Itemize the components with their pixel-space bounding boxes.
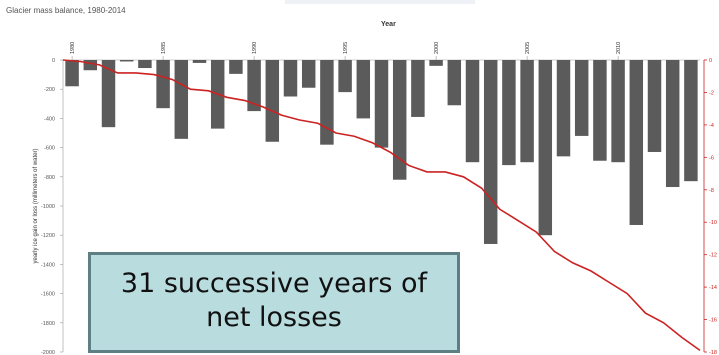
y-tick-label: -200 (44, 87, 55, 93)
bar-2000 (429, 60, 443, 66)
bar-2013 (665, 60, 680, 188)
y-tick-label: -1800 (41, 321, 55, 327)
bar-2005 (520, 60, 534, 163)
y-tick-label: -1400 (41, 262, 55, 268)
bar-1986 (174, 60, 189, 139)
y-tick-label: -400 (44, 116, 55, 122)
callout-box: 31 successive years of net losses (88, 252, 460, 353)
bar-1995 (338, 60, 352, 93)
y2-tick-label: -14 (709, 285, 717, 291)
bar-1989 (229, 60, 243, 74)
bar-1996 (356, 60, 371, 119)
x-axis-title: Year (381, 21, 396, 28)
bar-1993 (301, 60, 316, 88)
bar-2009 (593, 60, 607, 161)
bar-2001 (447, 60, 462, 106)
bar-2006 (538, 60, 553, 236)
bar-1999 (411, 60, 425, 117)
bar-2014 (684, 60, 698, 182)
y2-tick-label: -8 (709, 188, 714, 194)
y-tick-label: -2000 (41, 350, 55, 355)
y-tick-label: -1200 (41, 233, 55, 239)
bar-1994 (320, 60, 334, 145)
y-tick-label: -1000 (41, 204, 55, 210)
callout-line-1: 31 successive years of (120, 268, 428, 299)
bar-1983 (119, 60, 134, 62)
bar-1982 (101, 60, 116, 128)
bar-2011 (629, 60, 644, 225)
bar-1985 (156, 60, 170, 109)
x-tick-label: 1990 (252, 42, 258, 54)
y2-tick-label: -10 (709, 220, 717, 226)
bar-1987 (192, 60, 207, 63)
bar-1998 (392, 60, 407, 180)
x-tick-label: 2005 (525, 42, 531, 54)
bar-1992 (283, 60, 298, 97)
chart-title: Glacier mass balance, 1980-2014 (6, 6, 126, 15)
y2-tick-label: -18 (709, 350, 717, 355)
y-tick-label: 0 (52, 58, 55, 64)
x-tick-label: 1995 (343, 42, 349, 54)
x-tick-label: 1980 (70, 42, 76, 54)
callout-line-2: net losses (206, 302, 342, 333)
bar-2002 (465, 60, 480, 163)
y2-tick-label: -12 (709, 253, 717, 259)
bar-1991 (265, 60, 280, 142)
y2-tick-label: -16 (709, 318, 717, 324)
bar-2007 (556, 60, 571, 157)
y-tick-label: -1600 (41, 292, 55, 298)
y2-tick-label: -4 (709, 123, 714, 129)
y2-tick-label: 0 (709, 58, 712, 64)
y-axis-title: yearly ice gain or loss (millimeters of … (33, 148, 39, 263)
bar-1990 (247, 60, 261, 112)
x-tick-label: 2000 (434, 42, 440, 54)
bar-2008 (574, 60, 589, 136)
y-tick-label: -600 (44, 146, 55, 152)
top-band (285, 0, 475, 4)
bar-2003 (483, 60, 498, 244)
y2-tick-label: -6 (709, 155, 714, 161)
cumulative-line (62, 59, 701, 352)
y2-tick-label: -2 (709, 90, 714, 96)
bar-2004 (502, 60, 516, 166)
bar-1984 (138, 60, 152, 69)
x-tick-label: 2010 (616, 42, 622, 54)
bar-1997 (374, 60, 389, 148)
bar-1980 (65, 60, 79, 87)
bar-2012 (647, 60, 662, 152)
bar-2010 (611, 60, 625, 163)
bar-1981 (83, 60, 98, 71)
y-tick-label: -800 (44, 175, 55, 181)
x-tick-label: 1985 (161, 42, 167, 54)
